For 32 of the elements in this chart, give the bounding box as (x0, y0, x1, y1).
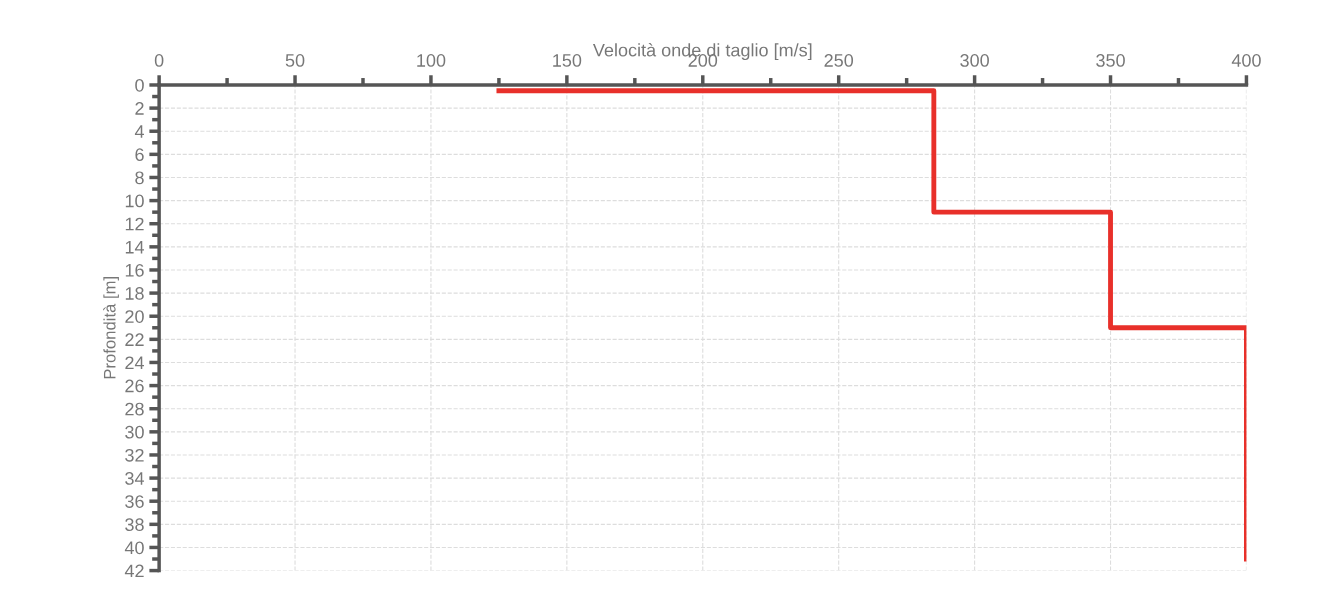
y-tick-label: 22 (125, 333, 144, 346)
y-tick-label: 40 (124, 541, 144, 555)
y-tick-label: 30 (125, 425, 144, 439)
line-series (496, 88, 1247, 562)
y-tick-label: 12 (125, 217, 144, 231)
x-tick-label: 150 (553, 54, 582, 67)
x-tick-label: 400 (1231, 54, 1261, 67)
y-tick-label: 16 (125, 263, 144, 277)
x-tick-label: 250 (824, 54, 854, 67)
x-tick-label: 0 (154, 54, 164, 67)
y-tick-label: 24 (125, 356, 145, 370)
y-tick-label: 0 (135, 78, 144, 92)
y-tick-label: 38 (125, 518, 144, 532)
y-tick-label: 4 (134, 125, 145, 138)
y-tick-label: 8 (135, 171, 144, 185)
x-tick-label: 50 (285, 54, 305, 67)
y-tick-label: 2 (135, 102, 144, 115)
y-tick-label: 34 (125, 472, 145, 485)
x-tick-label: 350 (1096, 54, 1125, 67)
y-tick-label: 36 (125, 495, 144, 508)
y-tick-label: 6 (135, 148, 144, 162)
x-tick-label: 100 (417, 54, 446, 67)
y-tick-label: 42 (124, 564, 144, 578)
y-tick-label: 10 (125, 194, 144, 208)
y-tick-label: 32 (125, 448, 144, 462)
y-axis-title: Profondità [m] (103, 277, 119, 379)
y-tick-label: 18 (125, 287, 144, 300)
y-tick-label: 20 (125, 310, 144, 323)
y-tick-label: 28 (125, 402, 144, 416)
x-tick-label: 300 (960, 54, 989, 67)
y-tick-label: 14 (125, 240, 145, 254)
y-tick-label: 26 (125, 379, 144, 393)
